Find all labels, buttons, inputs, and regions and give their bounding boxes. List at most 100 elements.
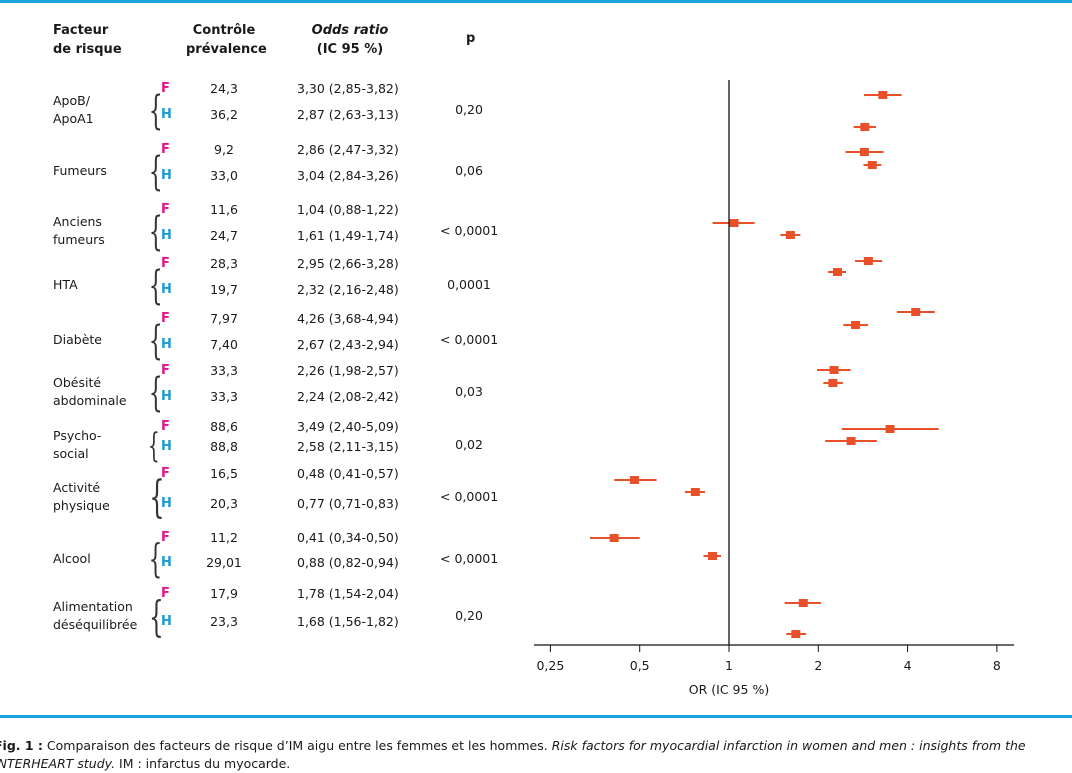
brace-icon: { <box>149 592 164 641</box>
brace-icon: { <box>149 472 165 523</box>
factor-label-line: Fumeurs <box>53 163 107 178</box>
or-marker <box>859 148 869 156</box>
p-value: < 0,0001 <box>440 550 499 566</box>
factor-label-line: Obésité <box>53 375 102 390</box>
sex-label: H <box>161 168 172 183</box>
sex-label: F <box>161 142 170 157</box>
sex-label: F <box>161 202 170 217</box>
odds-ratio-value: 0,88 (0,82-0,94) <box>297 555 399 570</box>
p-value: < 0,0001 <box>440 489 499 504</box>
prevalence-value: 36,2 <box>210 107 238 122</box>
sex-label: F <box>161 530 170 545</box>
factor-label-line: social <box>53 446 89 461</box>
top-rule <box>0 0 1072 3</box>
bottom-rule <box>0 715 1072 718</box>
sex-label: H <box>161 389 172 404</box>
sex-label: H <box>161 228 172 243</box>
p-value: 0,03 <box>455 384 483 399</box>
prevalence-value: 16,5 <box>210 466 238 481</box>
factor-label-line: fumeurs <box>53 232 105 247</box>
p-value: 0,06 <box>455 163 483 178</box>
odds-ratio-value: 2,32 (2,16-2,48) <box>297 282 399 297</box>
or-marker <box>785 231 795 239</box>
prevalence-value: 88,8 <box>210 439 238 454</box>
prevalence-value: 17,9 <box>210 586 238 601</box>
or-marker <box>629 476 639 484</box>
prevalence-value: 28,3 <box>210 256 238 271</box>
sex-label: H <box>161 282 172 297</box>
factor-label: ApoB/ApoA1 <box>53 92 94 128</box>
or-marker <box>729 219 739 227</box>
or-marker <box>832 268 842 276</box>
header-odds-ratio: Odds ratio (IC 95 %) <box>311 23 389 57</box>
factor-label-line: abdominale <box>53 393 127 408</box>
odds-ratio-value: 0,48 (0,41-0,57) <box>297 466 399 481</box>
odds-ratio-value: 1,04 (0,88-1,22) <box>297 202 399 217</box>
odds-ratio-value: 3,30 (2,85-3,82) <box>297 81 399 96</box>
brace-icon: { <box>148 537 163 582</box>
odds-ratio-value: 2,95 (2,66-3,28) <box>297 256 399 271</box>
brace-icon: { <box>148 263 163 309</box>
factor-label-line: déséquilibrée <box>53 617 138 632</box>
sex-label: F <box>161 256 170 271</box>
prevalence-value: 9,2 <box>214 142 234 157</box>
or-marker <box>829 366 839 374</box>
x-tick-label: 0,5 <box>630 658 650 673</box>
sex-label: F <box>161 311 170 326</box>
factor-label: Obésité abdominale <box>53 374 127 410</box>
p-value: 0,0001 <box>447 277 491 292</box>
prevalence-value: 24,3 <box>210 81 238 96</box>
prevalence-value: 24,7 <box>210 228 238 243</box>
or-marker <box>708 552 718 560</box>
factor-label-line: physique <box>53 498 110 513</box>
factor-label-line: Anciens <box>53 214 102 229</box>
odds-ratio-value: 2,58 (2,11-3,15) <box>297 439 399 454</box>
prevalence-value: 23,3 <box>210 614 238 629</box>
x-tick-label: 1 <box>725 658 733 673</box>
or-marker <box>690 488 700 496</box>
factor-label: Fumeurs <box>53 162 107 180</box>
factor-label-line: Diabète <box>53 332 102 347</box>
odds-ratio-value: 3,04 (2,84-3,26) <box>297 168 399 183</box>
brace-icon: { <box>147 426 160 466</box>
factor-label: Activité physique <box>53 479 110 515</box>
odds-ratio-value: 2,67 (2,43-2,94) <box>297 337 399 352</box>
odds-ratio-value: 1,68 (1,56-1,82) <box>297 614 399 629</box>
odds-ratio-value: 1,61 (1,49-1,74) <box>297 228 399 243</box>
brace-icon: { <box>148 209 163 255</box>
sex-label: H <box>161 496 172 511</box>
factor-label: HTA <box>53 276 78 294</box>
or-marker <box>851 321 861 329</box>
caption-abbrev: IM : infarctus du myocarde. <box>115 756 291 771</box>
p-value: 0,20 <box>455 608 483 623</box>
factor-label-line: Alcool <box>53 550 91 566</box>
factor-label-line: Activité <box>53 480 101 495</box>
factor-label: Diabète <box>53 331 102 349</box>
x-tick-label: 0,25 <box>536 658 564 673</box>
prevalence-value: 7,40 <box>210 337 238 352</box>
caption-title: Risk factors for myocardial infarction i… <box>551 738 1026 753</box>
or-marker <box>911 308 921 316</box>
odds-ratio-value: 1,78 (1,54-2,04) <box>297 586 399 601</box>
p-value: 0,20 <box>455 102 483 117</box>
prevalence-value: 88,6 <box>210 419 238 434</box>
sex-label: H <box>161 614 172 629</box>
caption-text: Comparaison des facteurs de risque d’IM … <box>42 738 552 753</box>
brace-icon: { <box>148 88 163 134</box>
odds-ratio-value: 2,87 (2,63-3,13) <box>297 107 399 122</box>
prevalence-value: 20,3 <box>210 496 238 511</box>
brace-icon: { <box>148 370 163 416</box>
sex-label: F <box>161 81 170 96</box>
or-marker <box>846 437 856 445</box>
or-marker <box>791 630 801 638</box>
prevalence-value: 11,6 <box>210 202 238 217</box>
sex-label: H <box>161 439 172 454</box>
brace-icon: { <box>148 318 163 364</box>
figure-caption: Fig. 1 : Comparaison des facteurs de ris… <box>0 737 1072 773</box>
or-marker <box>860 123 870 131</box>
factor-label: Psycho-social <box>53 427 101 463</box>
header-prevalence: Contrôle prévalence <box>186 23 267 57</box>
prevalence-value: 29,01 <box>206 555 242 570</box>
caption-title-cont: INTERHEART study. <box>0 756 116 771</box>
factor-label-line: ApoA1 <box>53 111 94 126</box>
